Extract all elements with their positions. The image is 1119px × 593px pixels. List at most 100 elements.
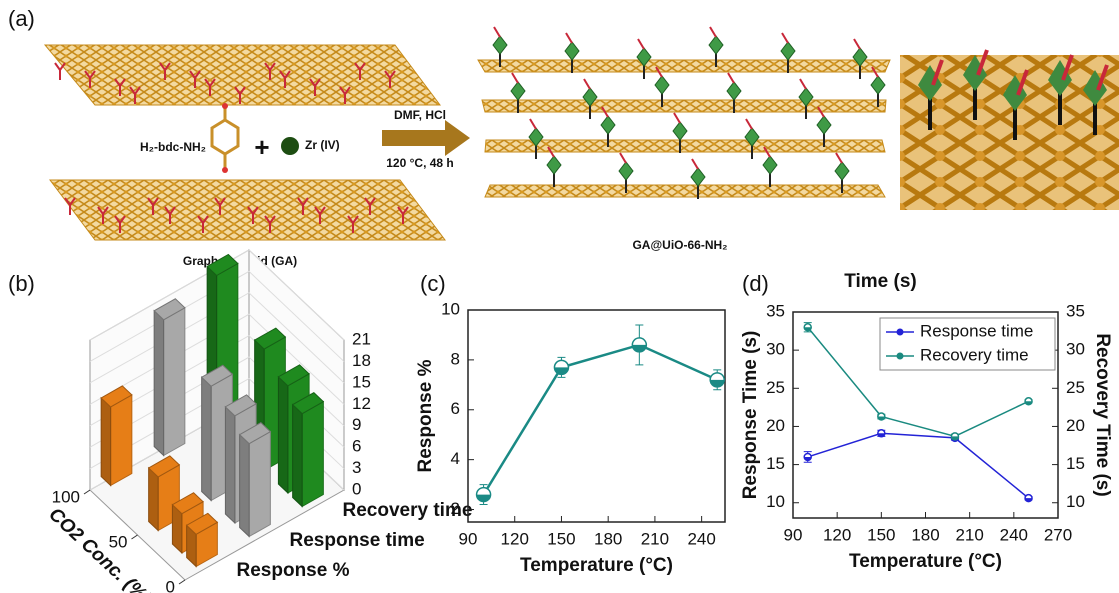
x-tick-label: 210 (955, 525, 983, 544)
x-tick-label: 50 (109, 532, 128, 551)
linker-molecule (212, 120, 238, 154)
bar-face (111, 395, 132, 486)
z-tick-label: 15 (352, 372, 371, 391)
graphene-sheet (45, 45, 440, 105)
product-stack (478, 27, 890, 199)
x-tick (84, 490, 90, 494)
carboxyl (836, 153, 842, 163)
graphene-sheet (50, 180, 445, 240)
bar-face (293, 405, 303, 507)
plot-frame (468, 310, 725, 522)
zr-cluster (673, 122, 687, 140)
atom (222, 103, 228, 109)
x-tick-label: 150 (867, 525, 895, 544)
carboxyl (728, 73, 734, 83)
point (554, 360, 568, 374)
carboxyl (494, 27, 500, 37)
carboxyl (746, 119, 752, 129)
legend-marker (897, 329, 904, 336)
y2-axis-label: Recovery Time (s) (1092, 333, 1113, 496)
y-tick-label: 20 (766, 416, 785, 435)
y-tick-label: 8 (451, 349, 460, 368)
x-tick-label: 150 (547, 529, 575, 548)
x-tick-label: 90 (784, 525, 803, 544)
zr-cluster (655, 76, 669, 94)
point (951, 433, 958, 440)
x-tick-label: 90 (459, 529, 478, 548)
y-tick-label: 25 (766, 378, 785, 397)
x-tick-label: 240 (687, 529, 715, 548)
y2-tick-label: 20 (1066, 416, 1085, 435)
y-tick-label: 10 (441, 299, 460, 318)
y2-tick-label: 25 (1066, 378, 1085, 397)
zr-cluster (817, 116, 831, 134)
series-line (808, 433, 1029, 498)
point (1025, 398, 1032, 405)
x-tick-label: 0 (166, 577, 175, 593)
zr-cluster (763, 156, 777, 174)
bar-face (302, 402, 323, 507)
y-tick-label: 10 (766, 492, 785, 511)
carboxyl (692, 159, 698, 169)
legend-marker (897, 353, 904, 360)
panel-label: (b) (8, 271, 35, 296)
x-tick-label: 100 (52, 487, 80, 506)
carboxyl (710, 27, 716, 37)
x-tick-label: 180 (911, 525, 939, 544)
reaction-arrow (382, 120, 470, 156)
bar (293, 393, 324, 507)
linker-label: H₂-bdc-NH₂ (140, 140, 206, 154)
carboxyl (530, 119, 536, 129)
legend-label: Response time (920, 321, 1033, 340)
zr-cluster (493, 36, 507, 54)
figure: (a) H₂-bdc-NH₂ + Zr (IV) DMF, HCl 120 °C… (0, 0, 1119, 593)
bar-face (164, 308, 185, 456)
zr-cluster (835, 162, 849, 180)
bar-face (249, 432, 270, 537)
graphene-sheet (482, 100, 886, 112)
x-tick-label: 240 (1000, 525, 1028, 544)
x-tick-label: 210 (641, 529, 669, 548)
point (804, 453, 811, 460)
bar-face (240, 435, 250, 537)
zr-cluster (619, 162, 633, 180)
zr-cluster (871, 76, 885, 94)
zr-cluster (565, 42, 579, 60)
bar-face (202, 377, 212, 500)
x-tick-label: 180 (594, 529, 622, 548)
bar (240, 423, 271, 537)
carboxyl (638, 39, 644, 49)
carboxyl (782, 33, 788, 43)
plus-sign: + (254, 132, 269, 162)
y-axis-label: Response % (415, 359, 436, 472)
point (710, 373, 724, 387)
y-axis-label: Response Time (s) (740, 331, 761, 500)
zr-cluster (727, 82, 741, 100)
product-label: GA@UiO-66-NH₂ (632, 238, 727, 252)
zr-cluster (601, 116, 615, 134)
carboxyl (620, 153, 626, 163)
panel-label: (a) (8, 6, 35, 31)
graphene-sheet (478, 60, 890, 72)
carboxyl (800, 79, 806, 89)
carboxyl (566, 33, 572, 43)
x-tick (132, 535, 138, 539)
bar (154, 299, 185, 456)
zr-atom (281, 137, 299, 155)
zr-cluster (511, 82, 525, 100)
y-tick-label: 4 (451, 449, 460, 468)
scheme: (a) H₂-bdc-NH₂ + Zr (IV) DMF, HCl 120 °C… (8, 6, 1119, 268)
metal-label: Zr (IV) (305, 138, 340, 152)
y-tick-label: 2 (451, 499, 460, 518)
bar-face (154, 311, 164, 456)
bar-face (101, 398, 111, 486)
graphene-sheet (485, 185, 885, 197)
point (878, 413, 885, 420)
chart-title: Time (s) (844, 271, 917, 292)
atom (222, 167, 228, 173)
x-axis-label: Temperature (°C) (520, 555, 673, 576)
conditions: 120 °C, 48 h (386, 156, 454, 170)
y-tick-label: 35 (766, 301, 785, 320)
bar-face (278, 377, 288, 493)
y2-tick-label: 15 (1066, 454, 1085, 473)
